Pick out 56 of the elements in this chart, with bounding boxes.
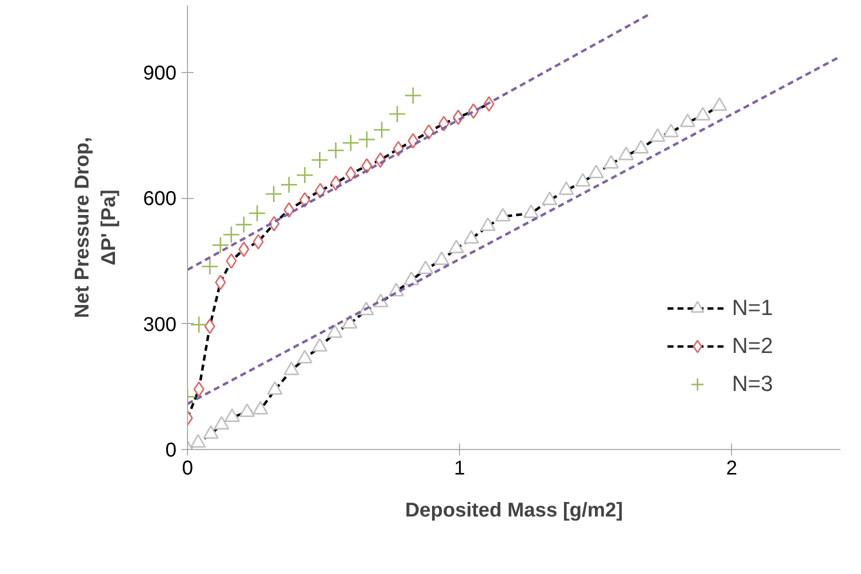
point [361,158,372,174]
point [252,400,268,414]
point [404,271,420,286]
y-tick-label: 900 [143,62,177,85]
point [312,338,328,352]
y-axis-title: Net Pressure Drop, ΔP' [Pa] [72,136,120,318]
point [464,230,480,244]
point [523,204,539,218]
point [297,350,313,364]
y-tick-label: 0 [165,440,176,462]
point [226,253,237,269]
point [418,260,434,274]
point [480,217,496,232]
point [190,316,208,334]
y-tick-label: 300 [143,314,177,336]
point [345,166,356,182]
point [235,216,253,234]
point [342,315,358,329]
point [190,434,206,448]
x-tick-label: 0 [182,458,194,480]
x-axis-title: Deposited Mass [g/m2] [405,500,623,522]
point [327,142,345,160]
point [388,105,406,123]
point [326,324,342,338]
point [265,185,282,203]
point [404,86,422,104]
point [358,130,376,148]
point [310,151,328,169]
point [575,173,591,187]
legend-label: N=2 [732,333,773,359]
point [212,236,230,254]
point [238,242,250,258]
point [224,408,240,422]
point [284,362,300,376]
point [448,240,464,254]
point [423,124,434,140]
point [495,208,511,222]
point [203,425,219,439]
point [373,121,391,139]
point [201,258,219,276]
y-tick-label: 600 [143,188,177,210]
point [252,234,264,250]
x-tick-label: 2 [726,458,738,480]
point [239,403,255,418]
point [248,204,266,222]
point [267,381,283,395]
point [434,251,450,265]
legend-label: N=3 [732,371,773,397]
legend-label: N=1 [732,295,773,321]
point [280,176,298,194]
point [222,226,240,244]
point [330,175,342,191]
point [296,166,314,184]
x-tick-label: 1 [454,458,466,480]
point [342,134,360,152]
point [214,416,230,430]
